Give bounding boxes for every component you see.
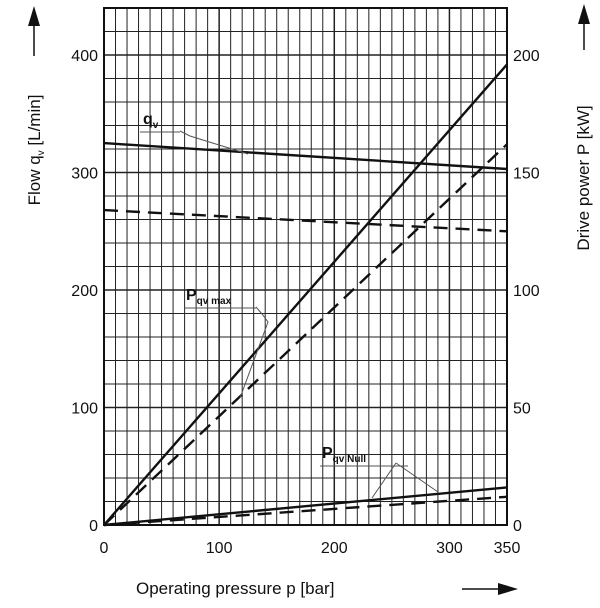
callouts: qv Pqv max Pqv Null [140,111,439,499]
callout-leader [179,130,249,155]
y-right-tick-label: 0 [513,518,522,535]
callout-label: Pqv max [186,287,232,307]
x-tick-label: 100 [206,540,233,557]
series-qv-solid [103,141,508,171]
callout-label: Pqv Null [322,445,366,465]
callout-label: qv [143,111,159,131]
y-left-tick-label: 400 [71,48,98,65]
series-pqv-max-dashed [103,143,508,526]
grid [103,7,508,526]
series-pqv-null-solid [103,486,508,527]
y-right-axis-title: Drive power P [kW] [574,105,593,250]
y-left-arrow-icon [28,6,40,56]
callout-leader [239,306,269,399]
x-tick-label: 0 [100,540,109,557]
x-axis-title: Operating pressure p [bar] [136,579,334,598]
y-right-tick-label: 200 [513,48,540,65]
y-right-arrow-icon [578,4,590,50]
x-tick-label: 200 [321,540,348,557]
x-tick-label: 350 [494,540,521,557]
y-left-tick-label: 200 [71,283,98,300]
series-qv-dashed [103,208,508,233]
y-left-axis-title: Flow qv [L/min] [25,95,47,206]
series-pqv-null-dashed [103,495,508,527]
y-left-tick-label: 300 [71,166,98,183]
y-left-tick-label: 0 [89,518,98,535]
callout-leader [371,462,439,499]
tick-labels: 0 100 200 300 350 0 100 200 300 400 0 50 100 150 200 [71,48,540,557]
y-right-tick-label: 150 [513,166,540,183]
x-arrow-icon [462,583,518,595]
series-pqv-max-solid [103,63,508,526]
series-lines [103,63,508,527]
x-tick-label: 300 [436,540,463,557]
y-left-tick-label: 100 [71,401,98,418]
y-right-tick-label: 100 [513,283,540,300]
plot-frame [103,7,508,526]
y-right-tick-label: 50 [513,401,531,418]
